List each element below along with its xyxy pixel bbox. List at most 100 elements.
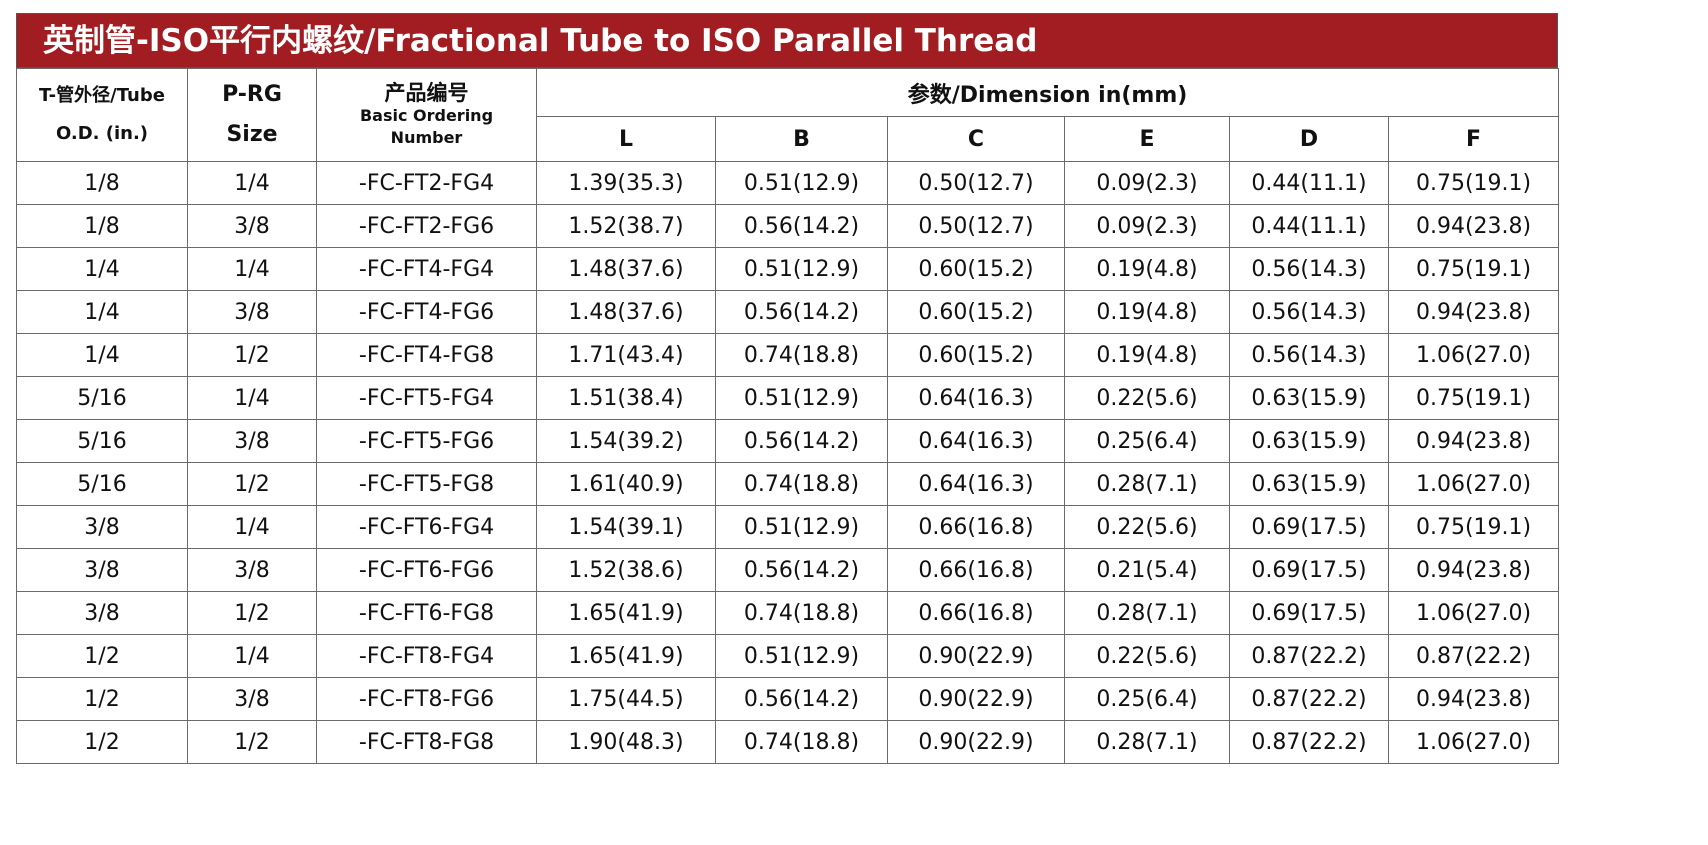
table-row: 1/2 3/8 -FC-FT8-FG6 1.75(44.5) 0.56(14.2) 0.9… bbox=[16, 677, 1560, 721]
cell-prg-size: 1/2 bbox=[187, 333, 317, 377]
cell-ordering-number: -FC-FT2-FG6 bbox=[316, 204, 537, 248]
cell-dim-d: 0.44(11.1) bbox=[1229, 204, 1389, 248]
cell-dim-c: 0.50(12.7) bbox=[887, 161, 1065, 205]
cell-dim-b: 0.56(14.2) bbox=[715, 677, 888, 721]
header-prg-line1: P-RG bbox=[222, 82, 282, 107]
cell-tube-od: 3/8 bbox=[16, 591, 188, 635]
cell-ordering-number: -FC-FT4-FG4 bbox=[316, 247, 537, 291]
cell-prg-size: 1/4 bbox=[187, 161, 317, 205]
cell-ordering-number: -FC-FT2-FG4 bbox=[316, 161, 537, 205]
cell-dim-b: 0.51(12.9) bbox=[715, 505, 888, 549]
cell-tube-od: 1/2 bbox=[16, 720, 188, 764]
cell-dim-b: 0.51(12.9) bbox=[715, 161, 888, 205]
cell-dim-b: 0.74(18.8) bbox=[715, 720, 888, 764]
header-dim-d: D bbox=[1229, 116, 1389, 162]
cell-dim-e: 0.25(6.4) bbox=[1064, 677, 1230, 721]
cell-dim-d: 0.56(14.3) bbox=[1229, 290, 1389, 334]
cell-dim-d: 0.87(22.2) bbox=[1229, 720, 1389, 764]
cell-dim-e: 0.21(5.4) bbox=[1064, 548, 1230, 592]
cell-dim-f: 1.06(27.0) bbox=[1387, 333, 1560, 377]
cell-dim-f: 0.94(23.8) bbox=[1387, 204, 1560, 248]
cell-dim-l: 1.90(48.3) bbox=[536, 720, 716, 764]
table-row: 3/8 1/2 -FC-FT6-FG8 1.65(41.9) 0.74(18.8) 0.6… bbox=[16, 591, 1560, 635]
cell-dim-e: 0.19(4.8) bbox=[1064, 290, 1230, 334]
table-row: 3/8 3/8 -FC-FT6-FG6 1.52(38.6) 0.56(14.2) 0.6… bbox=[16, 548, 1560, 592]
cell-dim-d: 0.56(14.3) bbox=[1229, 333, 1389, 377]
cell-ordering-number: -FC-FT6-FG6 bbox=[316, 548, 537, 592]
header-code-cn: 产品编号 bbox=[384, 81, 469, 105]
cell-dim-l: 1.39(35.3) bbox=[536, 161, 716, 205]
cell-dim-e: 0.09(2.3) bbox=[1064, 204, 1230, 248]
table-row: 5/16 1/4 -FC-FT5-FG4 1.51(38.4) 0.51(12.9) 0.… bbox=[16, 376, 1560, 420]
cell-tube-od: 5/16 bbox=[16, 419, 188, 463]
cell-tube-od: 1/4 bbox=[16, 333, 188, 377]
cell-dim-c: 0.66(16.8) bbox=[887, 591, 1065, 635]
cell-dim-e: 0.19(4.8) bbox=[1064, 247, 1230, 291]
cell-dim-c: 0.64(16.3) bbox=[887, 419, 1065, 463]
cell-dim-l: 1.65(41.9) bbox=[536, 634, 716, 678]
cell-dim-d: 0.63(15.9) bbox=[1229, 462, 1389, 506]
cell-dim-b: 0.56(14.2) bbox=[715, 419, 888, 463]
cell-dim-f: 1.06(27.0) bbox=[1387, 591, 1560, 635]
cell-dim-e: 0.25(6.4) bbox=[1064, 419, 1230, 463]
spec-table: T-管外径/Tube O.D. (in.) P-RG Size 产品编号 Bas… bbox=[16, 68, 1560, 764]
cell-prg-size: 3/8 bbox=[187, 204, 317, 248]
cell-dim-d: 0.63(15.9) bbox=[1229, 419, 1389, 463]
cell-dim-e: 0.22(5.6) bbox=[1064, 376, 1230, 420]
cell-dim-l: 1.51(38.4) bbox=[536, 376, 716, 420]
cell-dim-c: 0.64(16.3) bbox=[887, 376, 1065, 420]
cell-dim-f: 0.94(23.8) bbox=[1387, 419, 1560, 463]
cell-dim-f: 0.75(19.1) bbox=[1387, 247, 1560, 291]
cell-dim-e: 0.28(7.1) bbox=[1064, 720, 1230, 764]
header-dim-b: B bbox=[715, 116, 888, 162]
table-row: 5/16 1/2 -FC-FT5-FG8 1.61(40.9) 0.74(18.8) 0.… bbox=[16, 462, 1560, 506]
cell-prg-size: 3/8 bbox=[187, 677, 317, 721]
header-ordering-number: 产品编号 Basic Ordering Number bbox=[316, 68, 537, 162]
table-row: 5/16 3/8 -FC-FT5-FG6 1.54(39.2) 0.56(14.2) 0.… bbox=[16, 419, 1560, 463]
cell-dim-d: 0.69(17.5) bbox=[1229, 591, 1389, 635]
table-header: T-管外径/Tube O.D. (in.) P-RG Size 产品编号 Bas… bbox=[16, 68, 1560, 162]
cell-ordering-number: -FC-FT6-FG4 bbox=[316, 505, 537, 549]
cell-dim-c: 0.60(15.2) bbox=[887, 290, 1065, 334]
table-row: 1/4 3/8 -FC-FT4-FG6 1.48(37.6) 0.56(14.2) 0.6… bbox=[16, 290, 1560, 334]
cell-dim-c: 0.66(16.8) bbox=[887, 505, 1065, 549]
cell-dim-c: 0.60(15.2) bbox=[887, 333, 1065, 377]
cell-dim-e: 0.19(4.8) bbox=[1064, 333, 1230, 377]
table-row: 1/4 1/2 -FC-FT4-FG8 1.71(43.4) 0.74(18.8) 0.6… bbox=[16, 333, 1560, 377]
cell-tube-od: 5/16 bbox=[16, 462, 188, 506]
cell-dim-l: 1.71(43.4) bbox=[536, 333, 716, 377]
cell-dim-f: 0.87(22.2) bbox=[1387, 634, 1560, 678]
cell-dim-c: 0.66(16.8) bbox=[887, 548, 1065, 592]
cell-tube-od: 1/4 bbox=[16, 247, 188, 291]
cell-dim-l: 1.54(39.1) bbox=[536, 505, 716, 549]
cell-prg-size: 3/8 bbox=[187, 290, 317, 334]
cell-tube-od: 1/8 bbox=[16, 204, 188, 248]
cell-dim-b: 0.74(18.8) bbox=[715, 462, 888, 506]
cell-dim-e: 0.09(2.3) bbox=[1064, 161, 1230, 205]
cell-prg-size: 1/2 bbox=[187, 720, 317, 764]
cell-dim-f: 0.94(23.8) bbox=[1387, 548, 1560, 592]
cell-dim-f: 0.94(23.8) bbox=[1387, 290, 1560, 334]
cell-dim-c: 0.90(22.9) bbox=[887, 677, 1065, 721]
cell-tube-od: 1/2 bbox=[16, 634, 188, 678]
cell-dim-d: 0.63(15.9) bbox=[1229, 376, 1389, 420]
cell-dim-c: 0.60(15.2) bbox=[887, 247, 1065, 291]
cell-dim-l: 1.54(39.2) bbox=[536, 419, 716, 463]
cell-dim-f: 0.94(23.8) bbox=[1387, 677, 1560, 721]
cell-ordering-number: -FC-FT6-FG8 bbox=[316, 591, 537, 635]
cell-tube-od: 1/4 bbox=[16, 290, 188, 334]
header-code-en-line2: Number bbox=[390, 128, 463, 147]
cell-ordering-number: -FC-FT8-FG4 bbox=[316, 634, 537, 678]
cell-dim-f: 0.75(19.1) bbox=[1387, 376, 1560, 420]
header-prg-size: P-RG Size bbox=[187, 68, 317, 162]
cell-prg-size: 3/8 bbox=[187, 548, 317, 592]
cell-prg-size: 1/4 bbox=[187, 505, 317, 549]
cell-ordering-number: -FC-FT5-FG8 bbox=[316, 462, 537, 506]
cell-dim-f: 1.06(27.0) bbox=[1387, 720, 1560, 764]
cell-tube-od: 1/2 bbox=[16, 677, 188, 721]
cell-dim-l: 1.48(37.6) bbox=[536, 247, 716, 291]
cell-dim-d: 0.87(22.2) bbox=[1229, 677, 1389, 721]
cell-dim-b: 0.51(12.9) bbox=[715, 376, 888, 420]
header-dimension: 参数/Dimension in(mm) bbox=[535, 68, 1560, 117]
cell-dim-c: 0.50(12.7) bbox=[887, 204, 1065, 248]
